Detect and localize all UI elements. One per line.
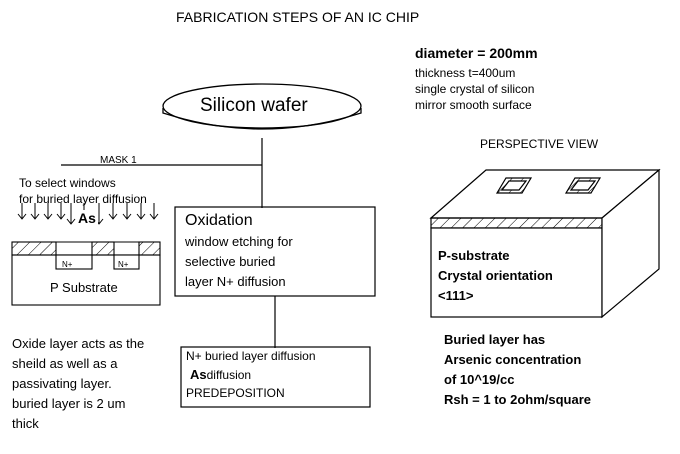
oxide-note-line-4: buried layer is 2 um — [12, 396, 126, 411]
diffusion-line-2: Asdiffusion — [190, 367, 251, 383]
wafer-surface: mirror smooth surface — [415, 98, 532, 112]
oxidation-box — [174, 206, 376, 297]
perspective-title: PERSPECTIVE VIEW — [480, 137, 599, 151]
page-title: FABRICATION STEPS OF AN IC CHIP — [176, 9, 420, 25]
perspective-block — [429, 168, 661, 319]
perspective-line-1: P-substrate — [438, 248, 510, 263]
mask-label: MASK 1 — [100, 155, 137, 166]
perspective-line-2: Crystal orientation — [438, 268, 553, 283]
oxide-note-line-2: sheild as well as a — [12, 356, 118, 371]
buried-note-line-3: of 10^19/cc — [444, 372, 515, 387]
arsenic-label: As — [76, 210, 98, 228]
oxide-note-line-5: thick — [12, 416, 39, 431]
wafer-crystal: single crystal of silicon — [415, 82, 535, 96]
oxide-note-line-1: Oxide layer acts as the — [12, 336, 145, 351]
perspective-line-3: <111> — [438, 288, 474, 303]
wafer-thickness: thickness t=400um — [415, 66, 516, 80]
buried-note-line-4: Rsh = 1 to 2ohm/square — [444, 392, 592, 407]
buried-note-line-2: Arsenic concentration — [444, 352, 582, 367]
windows-line-2: for buried layer diffusion — [19, 192, 147, 206]
diffusion-dopant: As — [190, 367, 207, 382]
oxide-note-line-3: passivating layer. — [12, 376, 112, 391]
n-plus-label-left: N+ — [62, 260, 73, 269]
oxidation-line-2: selective buried — [185, 254, 276, 269]
diffusion-box — [180, 346, 371, 408]
wafer-label: Silicon wafer — [200, 95, 308, 116]
silicon-wafer-shape — [162, 83, 362, 130]
oxidation-line-1: window etching for — [185, 234, 293, 249]
cross-section-shape — [11, 241, 161, 306]
oxidation-title: Oxidation — [185, 212, 253, 229]
substrate-label: P Substrate — [50, 280, 118, 295]
wafer-diameter: diameter = 200mm — [415, 45, 538, 61]
windows-line-1: To select windows — [19, 176, 116, 190]
buried-note-line-1: Buried layer has — [444, 332, 546, 347]
diffusion-line-3: PREDEPOSITION — [186, 386, 285, 400]
flow-connectors — [61, 138, 276, 348]
oxidation-line-3: layer N+ diffusion — [185, 274, 286, 289]
diffusion-dopant-suffix: diffusion — [206, 368, 252, 382]
diffusion-line-1: N+ buried layer diffusion — [186, 349, 316, 363]
n-plus-label-right: N+ — [118, 260, 129, 269]
